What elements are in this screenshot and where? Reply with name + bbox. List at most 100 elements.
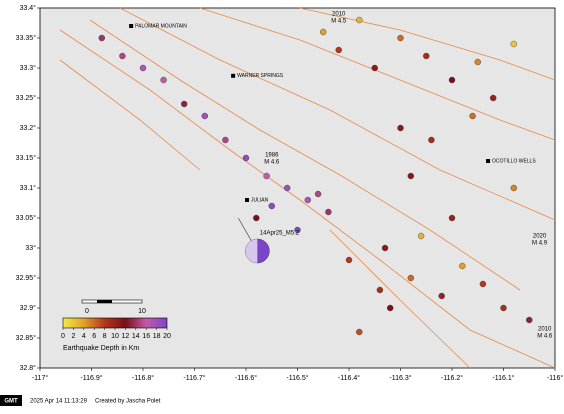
earthquake: [526, 316, 533, 324]
x-tick-label: -116°: [547, 374, 563, 382]
earthquake: [222, 136, 229, 144]
colorbar-tick-label: 2: [71, 333, 75, 340]
earthquake: [304, 196, 311, 204]
scalebar-label: 10: [138, 308, 146, 315]
place-marker: [231, 73, 236, 78]
earthquake: [417, 232, 425, 240]
y-tick-label: 32.85°: [16, 334, 37, 342]
earthquake: [448, 214, 456, 222]
colorbar-title: Earthquake Depth in Km: [63, 345, 139, 352]
earthquake: [284, 184, 291, 192]
credit: Created by Jascha Polet: [95, 399, 161, 405]
earthquake: [500, 304, 507, 312]
x-tick-label: -116.2°: [441, 374, 463, 382]
x-tick-label: -116.1°: [492, 374, 514, 382]
colorbar-tick-label: 18: [153, 333, 161, 340]
x-tick-label: -116.7°: [183, 374, 205, 382]
annotation: 2010: [332, 12, 346, 18]
earthquake: [320, 28, 327, 36]
colorbar-tick-label: 12: [122, 333, 130, 340]
x-tick-label: -116.6°: [235, 374, 257, 382]
y-tick-label: 32.8°: [20, 364, 37, 372]
earthquake: [314, 190, 322, 198]
logo-box: [0, 395, 22, 406]
logo: GMT: [4, 399, 18, 405]
earthquake: [119, 52, 126, 60]
colorbar-tick-label: 20: [163, 333, 171, 340]
earthquake: [510, 40, 517, 48]
place-label: OCOTILLO WELLS: [492, 158, 536, 164]
x-tick-label: -116.9°: [80, 374, 102, 382]
earthquake: [160, 76, 167, 84]
annotation: M 4.9: [532, 241, 548, 247]
colorbar-tick-label: 6: [92, 333, 96, 340]
earthquake: [479, 280, 487, 288]
earthquake: [268, 202, 275, 210]
y-tick-label: 33.2°: [20, 124, 37, 132]
y-tick-label: 33.1°: [20, 184, 37, 192]
earthquake: [98, 34, 106, 42]
earthquake: [356, 16, 363, 24]
y-tick-label: 33.15°: [16, 154, 37, 162]
annotation: 2020: [533, 234, 547, 240]
earthquake: [469, 112, 476, 120]
place-marker: [486, 159, 491, 163]
earthquake: [397, 124, 404, 132]
earthquake: [407, 274, 414, 282]
earthquake: [294, 226, 301, 234]
earthquake: [423, 52, 430, 60]
colorbar-tick-label: 8: [103, 333, 107, 340]
x-tick-label: -116.8°: [132, 374, 154, 382]
earthquake: [397, 34, 404, 42]
earthquake: [201, 112, 209, 120]
x-tick-label: -117°: [32, 374, 48, 382]
x-tick-label: -116.3°: [389, 374, 411, 382]
colorbar-tick-label: 10: [111, 333, 119, 340]
y-tick-label: 33.05°: [16, 214, 37, 222]
earthquake: [345, 256, 353, 264]
map-frame: [39, 7, 556, 369]
x-tick-label: -116.4°: [338, 374, 360, 382]
place-label: WARNER SPRINGS: [237, 73, 284, 79]
colorbar: [62, 317, 168, 329]
earthquake: [139, 64, 147, 72]
y-tick-label: 33.3°: [20, 64, 37, 72]
y-tick-label: 33°: [25, 244, 36, 252]
place-label: JULIAN: [251, 197, 269, 203]
earthquake: [490, 94, 497, 102]
annotation: 1986: [265, 153, 279, 159]
y-tick-label: 32.9°: [20, 304, 37, 312]
earthquake: [474, 58, 481, 66]
colorbar-tick-label: 0: [61, 333, 65, 340]
earthquake: [376, 286, 384, 294]
annotation: 14Apr25_M5.2: [260, 231, 300, 237]
colorbar-tick-label: 16: [142, 333, 150, 340]
annotation: M 4.6: [537, 334, 553, 340]
earthquake: [242, 154, 250, 162]
colorbar-tick-label: 14: [132, 333, 140, 340]
annotation: 2010: [538, 327, 552, 333]
scalebar-segment: [97, 300, 112, 303]
timestamp: 2025 Apr 14 11:13:29: [30, 399, 88, 405]
earthquake: [448, 76, 456, 84]
earthquake: [371, 64, 378, 72]
place-label: PALOMAR MOUNTAIN: [135, 23, 187, 29]
earthquake: [325, 208, 332, 216]
annotation: M 4.5: [331, 19, 347, 25]
scalebar-label: 0: [85, 308, 89, 315]
earthquake: [180, 100, 188, 108]
earthquake: [407, 172, 414, 180]
place-marker: [129, 24, 134, 28]
y-tick-label: 33.25°: [16, 94, 37, 102]
colorbar-tick-label: 4: [82, 333, 86, 340]
x-tick-label: -116.5°: [286, 374, 308, 382]
earthquake: [381, 244, 389, 252]
earthquake: [263, 172, 270, 180]
y-tick-label: 32.95°: [16, 274, 37, 282]
y-tick-label: 33.35°: [16, 34, 37, 42]
mainshock-quadrant: [245, 239, 258, 263]
faults: [59, 7, 556, 369]
earthquake: [510, 184, 517, 192]
earthquake: [428, 136, 435, 144]
